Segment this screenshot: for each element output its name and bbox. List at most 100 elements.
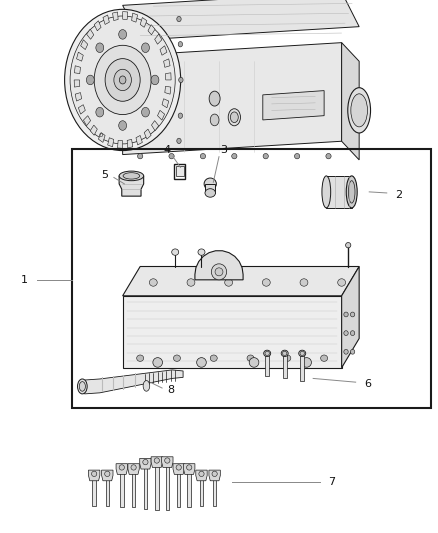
Polygon shape [131, 13, 138, 22]
Ellipse shape [105, 59, 140, 101]
Ellipse shape [348, 181, 355, 203]
Polygon shape [116, 464, 127, 474]
Ellipse shape [173, 355, 180, 361]
Polygon shape [263, 91, 324, 120]
Ellipse shape [299, 350, 306, 357]
Ellipse shape [212, 471, 217, 477]
Polygon shape [173, 464, 184, 474]
Polygon shape [128, 464, 139, 474]
Polygon shape [85, 370, 183, 394]
Bar [92, 477, 96, 506]
Ellipse shape [344, 350, 348, 354]
Ellipse shape [283, 351, 287, 356]
Ellipse shape [177, 138, 181, 143]
Ellipse shape [263, 154, 268, 159]
Ellipse shape [92, 471, 97, 477]
Ellipse shape [172, 249, 179, 255]
Polygon shape [113, 12, 118, 20]
Text: 1: 1 [21, 275, 28, 285]
Polygon shape [166, 73, 171, 80]
Polygon shape [342, 266, 359, 368]
Polygon shape [165, 86, 171, 94]
Ellipse shape [209, 91, 220, 106]
Text: 4: 4 [164, 146, 171, 155]
Ellipse shape [350, 350, 355, 354]
Ellipse shape [154, 458, 159, 463]
Polygon shape [78, 104, 85, 114]
Ellipse shape [169, 154, 174, 159]
Ellipse shape [197, 358, 206, 367]
Bar [200, 477, 203, 506]
Ellipse shape [338, 279, 346, 286]
Ellipse shape [350, 330, 355, 336]
Ellipse shape [300, 279, 308, 286]
Ellipse shape [284, 355, 291, 361]
Ellipse shape [326, 154, 331, 159]
Ellipse shape [65, 9, 180, 150]
Text: o: o [99, 132, 103, 138]
Text: 6: 6 [364, 379, 371, 389]
Bar [166, 463, 169, 510]
Polygon shape [88, 470, 100, 481]
Ellipse shape [346, 243, 351, 248]
Polygon shape [99, 133, 105, 142]
Ellipse shape [119, 171, 144, 181]
Ellipse shape [131, 465, 136, 470]
Bar [144, 465, 147, 509]
Ellipse shape [249, 358, 259, 367]
Bar [155, 463, 159, 510]
Ellipse shape [96, 107, 104, 117]
Polygon shape [151, 457, 162, 467]
Polygon shape [103, 15, 110, 25]
Ellipse shape [141, 107, 149, 117]
Ellipse shape [176, 465, 181, 470]
Bar [106, 477, 109, 506]
Ellipse shape [187, 279, 195, 286]
Polygon shape [123, 266, 359, 296]
Ellipse shape [230, 112, 238, 123]
Ellipse shape [143, 381, 150, 391]
Text: 8: 8 [167, 385, 174, 395]
Ellipse shape [141, 43, 149, 53]
Ellipse shape [86, 75, 94, 85]
Ellipse shape [119, 465, 124, 470]
Ellipse shape [300, 351, 304, 356]
Polygon shape [195, 251, 243, 280]
Polygon shape [342, 43, 359, 160]
Polygon shape [162, 99, 169, 108]
Bar [265, 353, 269, 376]
Polygon shape [127, 140, 133, 148]
Polygon shape [102, 470, 113, 481]
Ellipse shape [210, 114, 219, 126]
Polygon shape [123, 296, 342, 368]
Ellipse shape [302, 358, 311, 367]
Bar [174, 164, 185, 179]
Bar [326, 176, 352, 208]
Ellipse shape [210, 355, 217, 361]
Ellipse shape [215, 268, 223, 276]
Bar [120, 470, 124, 507]
Ellipse shape [350, 312, 355, 317]
Polygon shape [90, 125, 97, 135]
Ellipse shape [281, 350, 288, 357]
Polygon shape [75, 93, 81, 101]
Ellipse shape [211, 264, 227, 280]
Polygon shape [144, 129, 151, 139]
Bar [300, 353, 304, 381]
Ellipse shape [123, 173, 140, 179]
Polygon shape [108, 138, 114, 147]
Bar [176, 166, 184, 176]
Bar [283, 353, 287, 378]
Polygon shape [160, 46, 167, 55]
Ellipse shape [78, 379, 87, 394]
Ellipse shape [178, 42, 183, 47]
Polygon shape [77, 52, 83, 61]
Polygon shape [152, 120, 159, 131]
Ellipse shape [264, 350, 271, 357]
Polygon shape [81, 40, 88, 50]
Ellipse shape [200, 154, 205, 159]
Ellipse shape [204, 178, 216, 190]
Polygon shape [140, 458, 151, 469]
Ellipse shape [321, 355, 328, 361]
Bar [187, 470, 191, 507]
